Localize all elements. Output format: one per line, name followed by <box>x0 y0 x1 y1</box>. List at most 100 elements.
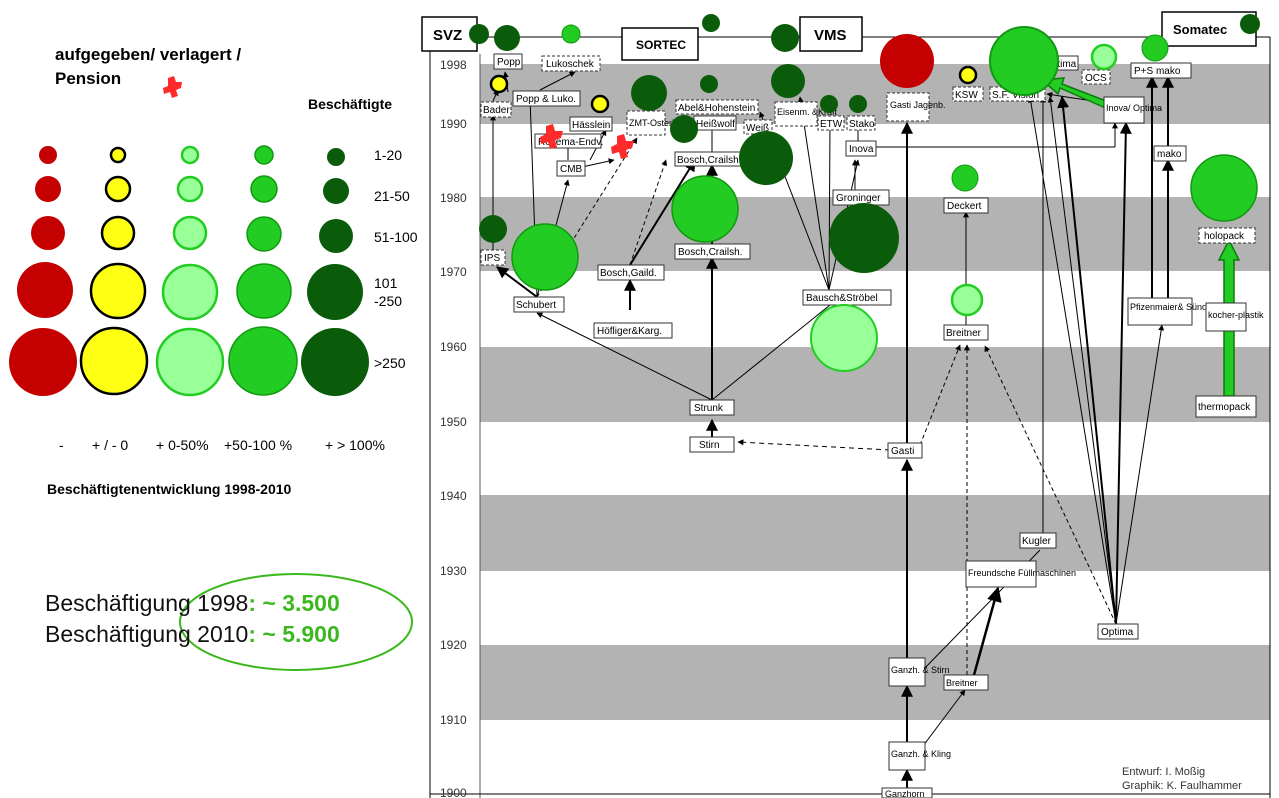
node-label: KSW <box>955 90 978 101</box>
year-1970: 1970 <box>440 265 467 279</box>
legend-circle-darkgreen-2 <box>323 178 349 204</box>
node-schubert[interactable]: Schubert <box>513 296 565 313</box>
node-label: ZMT-Osterlein <box>629 118 686 128</box>
node-label: Strunk <box>694 403 724 414</box>
node-haesslein[interactable]: Hässlein <box>569 116 613 132</box>
node-lukoschek[interactable]: Lukoschek <box>541 55 601 72</box>
legend-circle-green-3 <box>246 216 282 252</box>
node-label: Höfliger&Karg. <box>597 326 662 337</box>
group-svz[interactable]: SVZ <box>421 16 478 52</box>
node-breitner-1913[interactable]: Breitner <box>943 674 989 691</box>
circle-weiss <box>739 131 793 185</box>
legend-circle-yellow-3 <box>100 215 136 251</box>
circle-ips <box>479 215 507 243</box>
closed-cross-icon <box>540 124 563 149</box>
column-label-5: + > 100% <box>325 437 385 453</box>
node-label: Inova <box>849 144 874 155</box>
circle-zmt <box>631 75 667 111</box>
node-breitner[interactable]: Breitner <box>943 324 989 341</box>
node-popp[interactable]: Popp <box>493 53 523 70</box>
node-ps-mako[interactable]: P+S mako <box>1130 62 1192 79</box>
year-1920: 1920 <box>440 638 467 652</box>
legend-circle-lightgreen-5 <box>155 327 225 397</box>
legend-circle-green-5 <box>228 326 298 396</box>
node-label: Ganzhorn <box>885 789 925 798</box>
node-ganzh-stirn[interactable]: Ganzh. & Stirn <box>888 657 950 687</box>
group-sortec[interactable]: SORTEC <box>621 27 699 61</box>
node-ganzhorn[interactable]: Ganzhorn <box>881 787 933 798</box>
size-label-3: 51-100 <box>374 229 418 245</box>
node-label: Rovema-Endv. <box>538 137 603 148</box>
column-label-3: + 0-50% <box>156 437 209 453</box>
node-zmt[interactable]: ZMT-Osterlein <box>626 110 686 136</box>
node-eisenm[interactable]: Eisenm. &Kraft <box>774 101 838 127</box>
circle-haesslein <box>590 94 610 114</box>
node-label: Stirn <box>699 440 720 451</box>
node-label: IPS <box>484 253 500 264</box>
node-label: Kugler <box>1022 536 1052 547</box>
node-gasti-jagenb[interactable]: Gasti Jagenb. <box>886 92 946 122</box>
circle-groninger <box>829 203 899 273</box>
node-bosch-crailsh[interactable]: Bosch,Crailsh. <box>674 243 751 260</box>
legend-circle-yellow-2 <box>104 175 132 203</box>
node-heisswolf[interactable]: Heißwolf <box>693 115 737 131</box>
group-somatec[interactable]: Somatec <box>1161 11 1257 47</box>
node-hoefliger[interactable]: Höfliger&Karg. <box>593 322 673 339</box>
node-groninger[interactable]: Groninger <box>832 189 890 206</box>
group-label-svz: SVZ <box>433 27 462 44</box>
node-holopack[interactable]: holopack <box>1198 227 1256 244</box>
node-deckert[interactable]: Deckert <box>943 197 989 214</box>
legend-circle-lightgreen-1 <box>180 145 200 165</box>
column-label-4: +50-100 % <box>224 437 293 453</box>
employment-2010-value: : ~ 5.900 <box>248 621 340 647</box>
node-label: mako <box>1157 149 1182 160</box>
node-kocher[interactable]: kocher-plastik <box>1205 302 1264 332</box>
circle-ocs <box>1090 43 1118 71</box>
node-bosch-gaild[interactable]: Bosch,Gaild. <box>597 264 665 281</box>
node-bausch[interactable]: Bausch&Ströbel <box>802 289 892 306</box>
node-ips[interactable]: IPS <box>480 249 506 266</box>
node-optima-1920[interactable]: Optima <box>1097 623 1139 640</box>
node-ocs[interactable]: OCS <box>1081 69 1111 85</box>
node-etw[interactable]: ETW <box>817 115 845 131</box>
node-pfizenmaier[interactable]: Pfizenmaier& Sünder <box>1127 297 1215 326</box>
circle-abel <box>700 75 718 93</box>
node-thermopack[interactable]: thermopack <box>1195 395 1257 418</box>
node-stirn[interactable]: Stirn <box>689 436 735 453</box>
node-mako[interactable]: mako <box>1153 145 1187 162</box>
credits: Entwurf: I. Moßig Graphik: K. Faulhammer <box>1122 766 1242 792</box>
closed-cross-icon <box>163 76 182 98</box>
node-gasti[interactable]: Gasti <box>887 442 923 459</box>
node-kugler[interactable]: Kugler <box>1019 532 1057 549</box>
node-cmb[interactable]: CMB <box>556 160 586 177</box>
node-label: Bosch,Crailsh. <box>678 247 742 258</box>
node-ganzh-kling[interactable]: Ganzh. & Kling <box>888 741 951 771</box>
node-abel[interactable]: Abel&Hohenstein <box>675 99 759 115</box>
credit-line1: Entwurf: I. Moßig <box>1122 766 1205 778</box>
year-axis: 1998 1990 1980 1970 1960 1950 1940 1930 … <box>440 58 467 798</box>
circle-vms <box>771 24 799 52</box>
node-label: Hässlein <box>572 120 610 131</box>
node-label: Bader <box>483 105 510 116</box>
group-vms[interactable]: VMS <box>799 16 863 52</box>
node-bader[interactable]: Bader <box>480 101 512 118</box>
node-label: Lukoschek <box>546 59 595 70</box>
node-stako[interactable]: Stako <box>846 115 876 131</box>
circle-sortec-1 <box>561 24 581 44</box>
development-title: Beschäftigtenentwicklung 1998-2010 <box>47 481 292 497</box>
node-inova[interactable]: Inova <box>845 140 877 157</box>
node-bosch-crailsh-top[interactable]: Bosch,Crailsh. <box>674 151 748 167</box>
node-inova-optima[interactable]: Inova/ Optima <box>1103 96 1162 124</box>
node-ksw[interactable]: KSW <box>952 86 984 102</box>
node-popp-luko[interactable]: Popp & Luko. <box>512 90 581 107</box>
node-label: holopack <box>1204 231 1245 242</box>
node-freundsche[interactable]: Freundsche Füllmaschinen <box>965 560 1076 588</box>
circle-breitner <box>950 283 984 317</box>
node-label: CMB <box>560 164 583 175</box>
circle-deckert <box>951 164 979 192</box>
circle-eisenm <box>771 64 805 98</box>
node-strunk[interactable]: Strunk <box>689 399 735 416</box>
company-circles <box>469 14 1260 372</box>
node-label: Freundsche Füllmaschinen <box>968 568 1076 578</box>
